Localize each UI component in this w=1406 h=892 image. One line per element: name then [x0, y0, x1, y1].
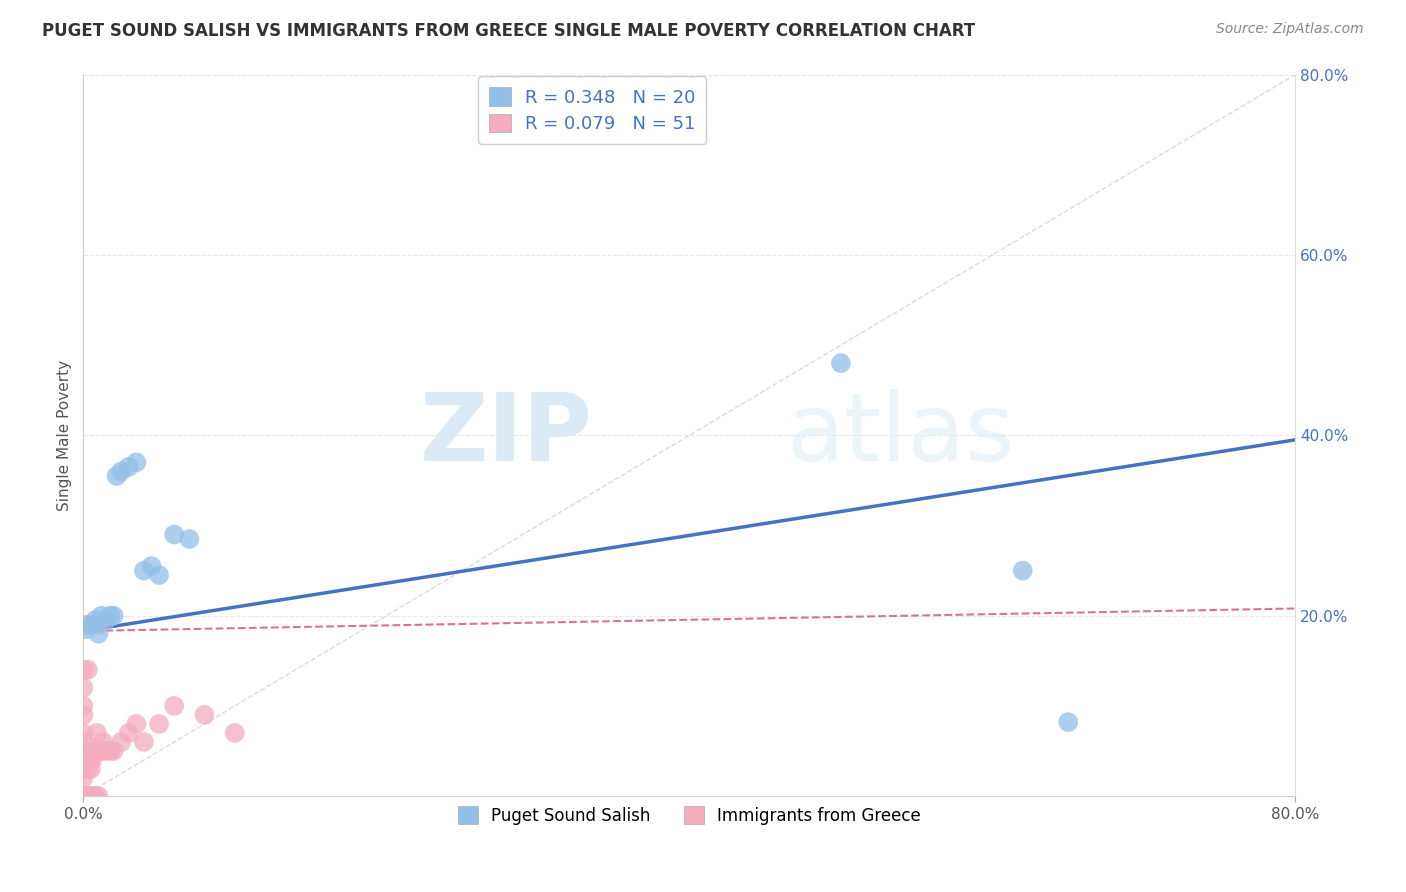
Point	[87, 626, 110, 640]
Text: ZIP: ZIP	[419, 389, 592, 482]
Point	[163, 527, 186, 541]
Point	[82, 789, 104, 803]
Point	[163, 698, 186, 713]
Point	[118, 459, 141, 474]
Point	[72, 735, 94, 749]
Point	[103, 744, 125, 758]
Point	[72, 789, 94, 803]
Point	[72, 789, 94, 803]
Point	[72, 726, 94, 740]
Point	[105, 469, 128, 483]
Point	[100, 744, 122, 758]
Point	[72, 707, 94, 722]
Point	[87, 617, 110, 632]
Point	[72, 762, 94, 776]
Point	[90, 744, 112, 758]
Point	[75, 622, 97, 636]
Point	[79, 789, 101, 803]
Point	[72, 681, 94, 695]
Point	[87, 789, 110, 803]
Point	[83, 789, 105, 803]
Point	[84, 744, 107, 758]
Point	[72, 789, 94, 803]
Point	[830, 356, 852, 370]
Point	[224, 726, 246, 740]
Point	[72, 789, 94, 803]
Point	[75, 617, 97, 632]
Point	[80, 789, 103, 803]
Y-axis label: Single Male Poverty: Single Male Poverty	[58, 359, 72, 511]
Point	[73, 789, 96, 803]
Point	[125, 455, 148, 469]
Text: atlas: atlas	[786, 389, 1015, 482]
Point	[90, 608, 112, 623]
Point	[84, 613, 107, 627]
Point	[73, 744, 96, 758]
Point	[82, 753, 104, 767]
Point	[148, 717, 170, 731]
Point	[1057, 715, 1080, 730]
Point	[148, 568, 170, 582]
Point	[72, 789, 94, 803]
Point	[110, 735, 132, 749]
Point	[193, 707, 215, 722]
Point	[110, 464, 132, 478]
Point	[80, 762, 103, 776]
Point	[72, 663, 94, 677]
Point	[100, 608, 122, 623]
Point	[72, 698, 94, 713]
Point	[75, 753, 97, 767]
Point	[132, 735, 155, 749]
Point	[86, 726, 108, 740]
Point	[76, 789, 98, 803]
Point	[84, 789, 107, 803]
Point	[76, 663, 98, 677]
Point	[79, 753, 101, 767]
Point	[118, 726, 141, 740]
Point	[94, 744, 117, 758]
Point	[73, 789, 96, 803]
Legend: Puget Sound Salish, Immigrants from Greece: Puget Sound Salish, Immigrants from Gree…	[449, 797, 931, 835]
Point	[72, 617, 94, 632]
Point	[76, 762, 98, 776]
Point	[125, 717, 148, 731]
Point	[1011, 564, 1033, 578]
Point	[179, 532, 201, 546]
Text: PUGET SOUND SALISH VS IMMIGRANTS FROM GREECE SINGLE MALE POVERTY CORRELATION CHA: PUGET SOUND SALISH VS IMMIGRANTS FROM GR…	[42, 22, 976, 40]
Point	[94, 613, 117, 627]
Point	[103, 608, 125, 623]
Point	[75, 789, 97, 803]
Point	[141, 559, 163, 574]
Point	[72, 744, 94, 758]
Point	[72, 771, 94, 785]
Text: Source: ZipAtlas.com: Source: ZipAtlas.com	[1216, 22, 1364, 37]
Point	[91, 735, 114, 749]
Point	[80, 617, 103, 632]
Point	[132, 564, 155, 578]
Point	[87, 744, 110, 758]
Point	[83, 744, 105, 758]
